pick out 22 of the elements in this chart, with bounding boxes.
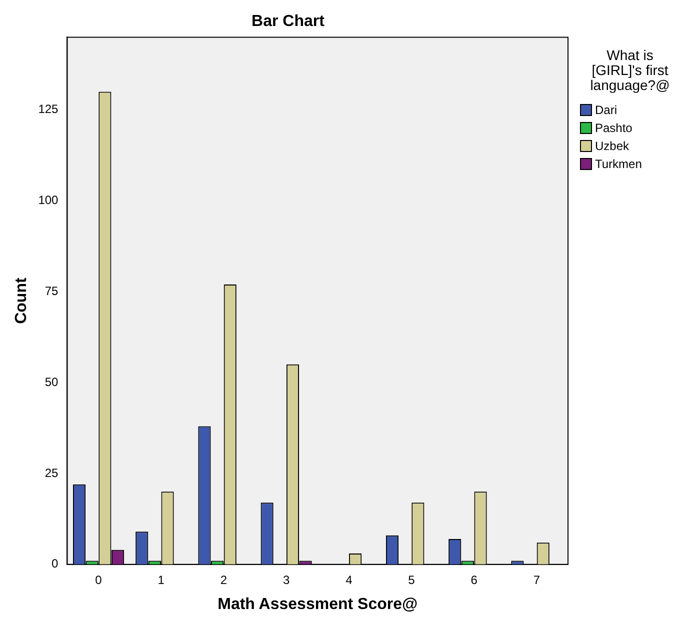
legend-label: Turkmen — [595, 156, 642, 173]
x-tick-label: 5 — [408, 572, 416, 587]
x-tick-label: 1 — [158, 572, 165, 587]
y-axis-title: Count — [13, 277, 30, 324]
x-tick-label: 4 — [346, 572, 353, 587]
y-tick-label: 100 — [38, 193, 59, 208]
chart-title: Bar Chart — [252, 13, 326, 30]
y-tick-label: 125 — [38, 102, 59, 116]
x-tick-label: 6 — [470, 572, 478, 587]
legend-label: Dari — [595, 102, 618, 119]
x-tick-label: 0 — [95, 572, 102, 587]
y-tick-label: 75 — [44, 284, 59, 298]
x-axis-title: Math Assessment Score@ — [218, 596, 418, 613]
x-tick-label: 3 — [282, 572, 290, 587]
x-tick-label: 7 — [533, 572, 540, 587]
x-tick-label: 2 — [220, 572, 228, 587]
legend-label: Uzbek — [595, 138, 630, 155]
legend-label: Pashto — [595, 120, 632, 137]
y-tick-label: 0 — [52, 556, 59, 571]
y-tick-label: 25 — [44, 466, 59, 480]
y-tick-label: 50 — [44, 374, 59, 389]
legend-title: What is [GIRL]'s first language?@ — [589, 47, 671, 93]
